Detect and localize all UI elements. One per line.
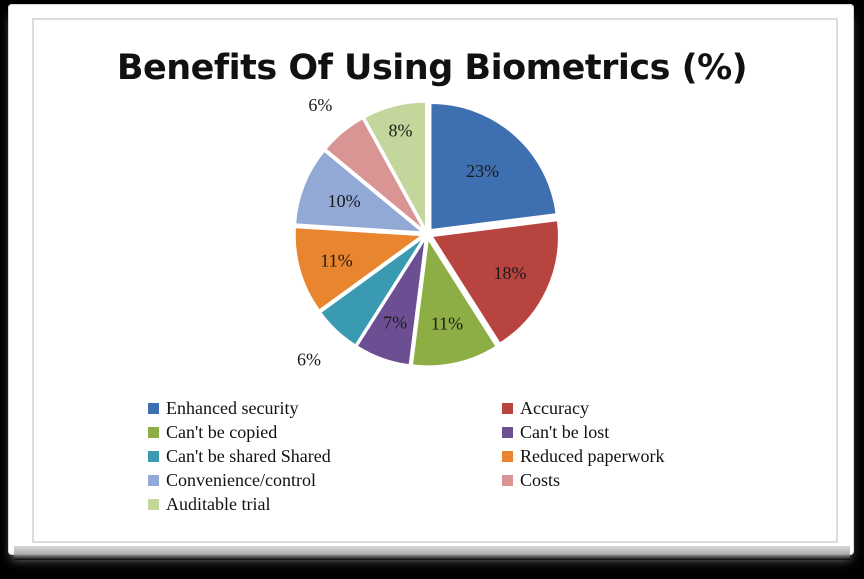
pie-slice-enhanced-security bbox=[430, 102, 557, 231]
chart-border bbox=[32, 18, 838, 543]
pie-slice-costs bbox=[325, 118, 424, 230]
pie-data-label: 8% bbox=[388, 121, 412, 141]
pie-data-label: 6% bbox=[308, 95, 332, 115]
pie-slices bbox=[294, 101, 559, 367]
chart-title: Benefits Of Using Biometrics (%) bbox=[116, 48, 748, 88]
pie-slice-convenience-control bbox=[295, 150, 423, 233]
pie-data-label: 10% bbox=[328, 191, 361, 211]
pie-slice-accuracy bbox=[431, 220, 559, 344]
pie-slice-reduced-paperwork bbox=[294, 227, 423, 311]
pie-data-label: 18% bbox=[493, 263, 526, 283]
pie-data-label: 23% bbox=[466, 161, 499, 181]
pie-data-label: 11% bbox=[431, 313, 463, 333]
pie-data-labels: 23% 18% 11% 7% 6% 11% 10% 6% 8% bbox=[297, 95, 526, 370]
pie-data-label: 7% bbox=[383, 313, 407, 333]
pie-slice-can-t-be-shared-shared bbox=[320, 237, 424, 346]
pie-data-label: 11% bbox=[320, 250, 352, 270]
pie-slice-can-t-be-copied bbox=[411, 238, 497, 367]
pie-data-label: 6% bbox=[297, 350, 321, 370]
frame-shadow bbox=[14, 546, 850, 560]
pie-slice-auditable-trial bbox=[364, 101, 427, 229]
pie-slice-can-t-be-lost bbox=[356, 239, 426, 366]
